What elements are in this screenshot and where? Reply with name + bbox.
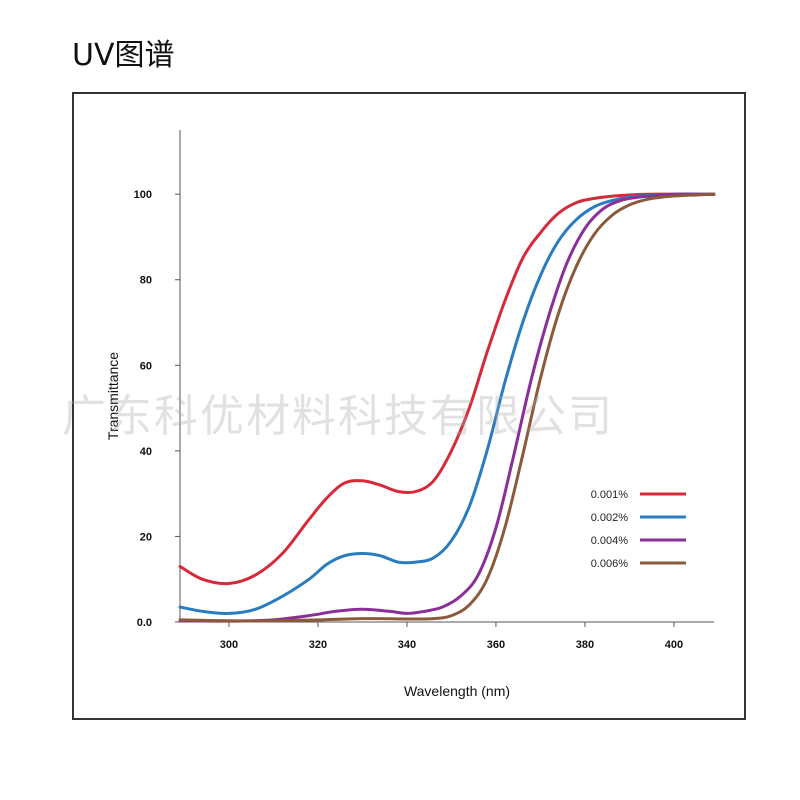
legend-label: 0.001% xyxy=(591,489,629,501)
y-tick-label: 80 xyxy=(140,275,152,287)
x-tick-label: 300 xyxy=(220,639,238,651)
series-line-2 xyxy=(178,192,716,615)
chart-frame: 300 320 340 360 380 400 0.0 20 40 60 80 100 0.001% 0… xyxy=(72,92,746,720)
series-line-4 xyxy=(178,192,716,623)
y-tick-label: 100 xyxy=(134,189,152,201)
x-tick-label: 340 xyxy=(398,639,416,651)
page-title: UV图谱 xyxy=(72,38,175,73)
series-line-3 xyxy=(178,192,716,623)
x-tick-label: 360 xyxy=(487,639,505,651)
legend-label: 0.006% xyxy=(591,558,629,570)
legend-label: 0.004% xyxy=(591,535,629,547)
series-line-1 xyxy=(178,192,716,586)
x-axis-label: Wavelength (nm) xyxy=(404,683,510,699)
x-tick-label: 400 xyxy=(665,639,683,651)
chart-series-layer xyxy=(178,192,716,623)
watermark-text: 广东科优材料科技有限公司 xyxy=(62,391,614,442)
x-tick-label: 320 xyxy=(309,639,327,651)
y-axis-label: Transmittance xyxy=(105,352,121,440)
legend-label: 0.002% xyxy=(591,512,629,524)
y-tick-label: 60 xyxy=(140,360,152,372)
y-tick-label: 20 xyxy=(140,531,152,543)
y-tick-label: 0.0 xyxy=(137,617,152,629)
chart-legend: 0.001% 0.002% 0.004% 0.006% xyxy=(591,489,686,570)
x-tick-label: 380 xyxy=(576,639,594,651)
y-tick-label: 40 xyxy=(140,446,152,458)
chart-axes: 300 320 340 360 380 400 0.0 20 40 60 80 100 xyxy=(134,130,714,651)
